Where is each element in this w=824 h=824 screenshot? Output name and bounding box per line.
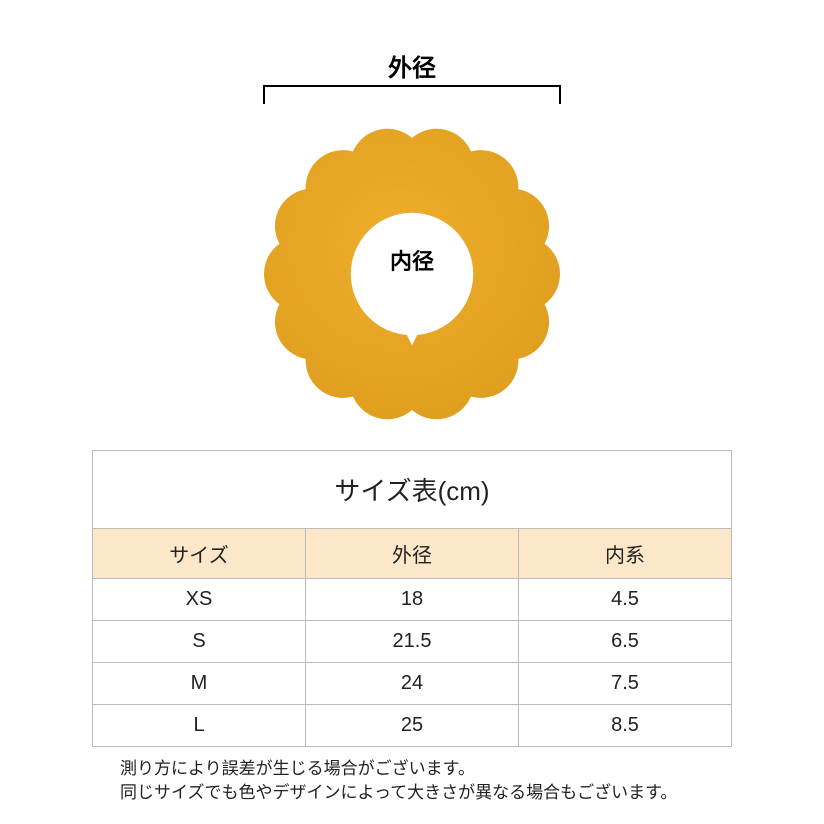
diagram-area: 外径 内径 — [0, 0, 824, 440]
table-row: L258.5 — [93, 705, 732, 747]
table-cell: S — [93, 621, 306, 663]
table-cell: 25 — [306, 705, 519, 747]
table-header-cell: サイズ — [93, 529, 306, 579]
table-cell: XS — [93, 579, 306, 621]
table-row: XS184.5 — [93, 579, 732, 621]
table-cell: 8.5 — [519, 705, 732, 747]
table-header-cell: 外径 — [306, 529, 519, 579]
table-cell: 18 — [306, 579, 519, 621]
note-line-1: 測り方により誤差が生じる場合がございます。 — [120, 757, 732, 781]
size-table: サイズ表(cm) サイズ外径内系 XS184.5S21.56.5M247.5L2… — [92, 450, 732, 747]
notes: 測り方により誤差が生じる場合がございます。 同じサイズでも色やデザインによって大… — [92, 757, 732, 805]
table-cell: 21.5 — [306, 621, 519, 663]
outer-diameter-label: 外径 — [388, 48, 436, 83]
table-cell: 6.5 — [519, 621, 732, 663]
table-cell: 24 — [306, 663, 519, 705]
note-line-2: 同じサイズでも色やデザインによって大きさが異なる場合もございます。 — [120, 781, 732, 805]
table-cell: M — [93, 663, 306, 705]
table-header-cell: 内系 — [519, 529, 732, 579]
inner-diameter-label: 内径 — [390, 244, 434, 276]
table-cell: L — [93, 705, 306, 747]
table-header-row: サイズ外径内系 — [93, 529, 732, 579]
table-title-row: サイズ表(cm) — [93, 451, 732, 529]
table-cell: 7.5 — [519, 663, 732, 705]
table-cell: 4.5 — [519, 579, 732, 621]
size-table-area: サイズ表(cm) サイズ外径内系 XS184.5S21.56.5M247.5L2… — [92, 450, 732, 747]
table-row: M247.5 — [93, 663, 732, 705]
table-title: サイズ表(cm) — [93, 451, 732, 529]
table-row: S21.56.5 — [93, 621, 732, 663]
